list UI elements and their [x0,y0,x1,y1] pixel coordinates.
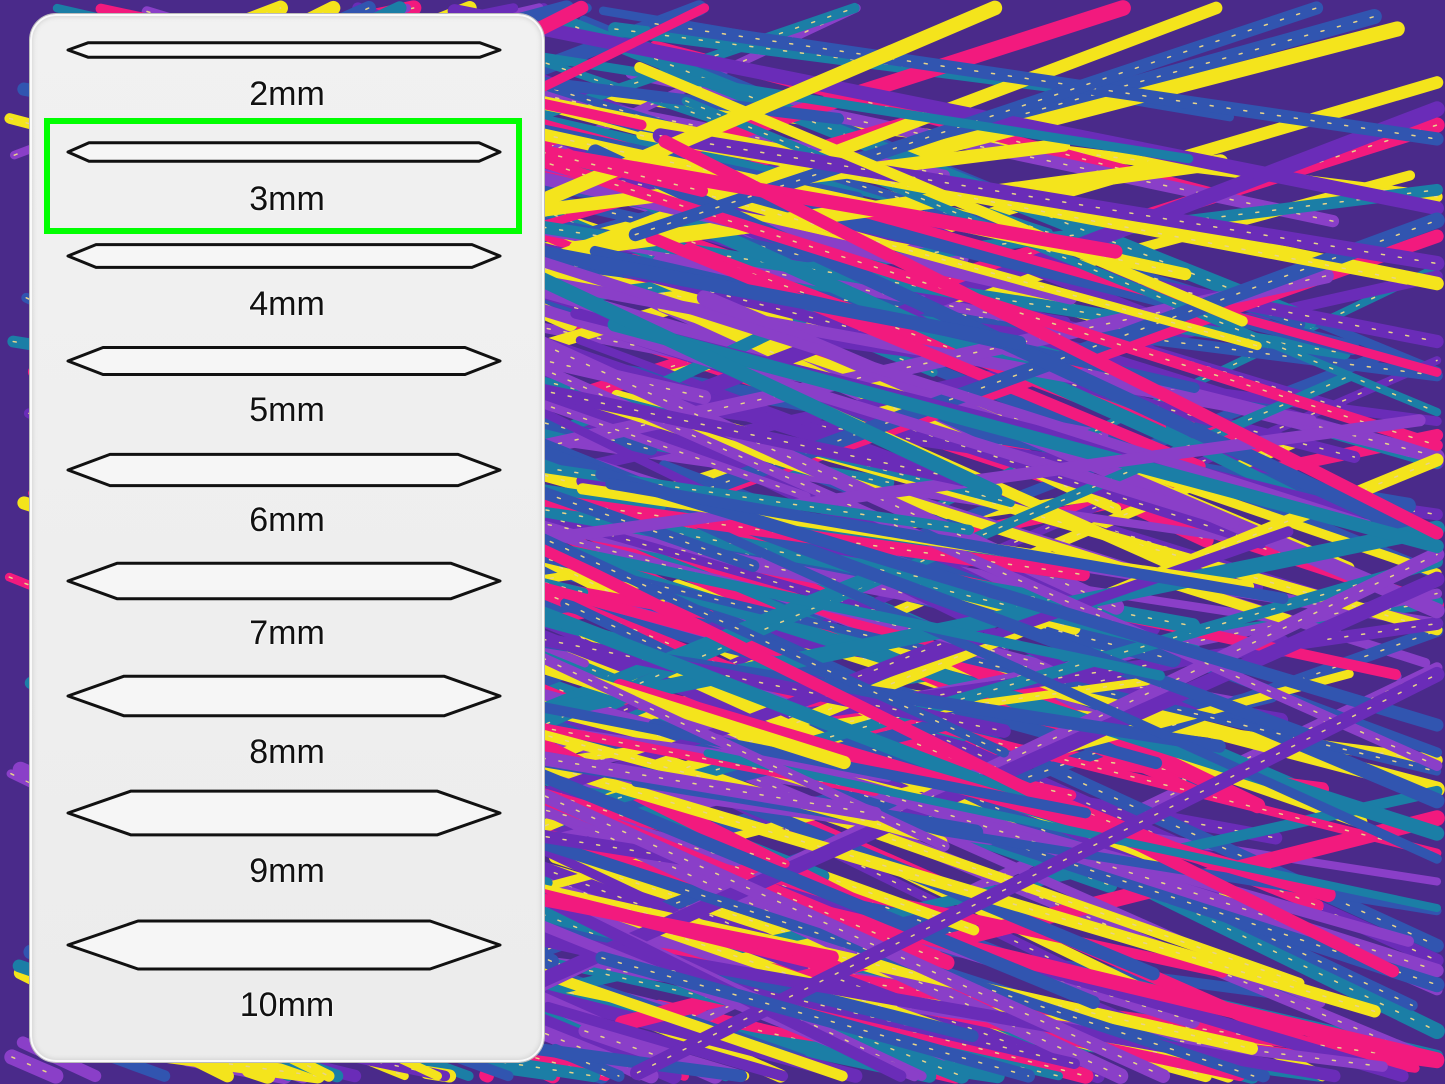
metallic-thread [646,643,1438,1032]
needle-outline-2mm [66,41,502,59]
yarn-strand [703,749,1442,913]
metallic-thread [584,1030,718,1077]
yarn-strand [607,317,1444,554]
yarn-strand [645,231,1206,473]
yarn-strand [512,547,1442,776]
needle-size-label: 10mm [239,986,335,1024]
metallic-thread [406,264,1438,607]
needle-outline-9mm [66,789,502,837]
yarn-strand [4,1049,64,1084]
yarn-strand [447,4,1444,216]
yarn-strand [453,501,1400,978]
yarn-strand [605,478,1289,604]
metallic-thread [554,1048,620,1077]
metallic-thread [685,664,1438,854]
metallic-thread [165,1010,595,1077]
needle-outline-6mm [66,452,502,488]
metallic-thread [685,100,1438,413]
yarn-strand [542,1001,789,1082]
metallic-thread [520,358,1438,767]
yarn-strand [482,235,1027,351]
yarn-strand [664,505,1442,864]
metallic-thread [192,275,1328,525]
needle-size-label: 8mm [249,733,325,771]
metallic-thread [659,134,1438,265]
yarn-strand [568,154,1229,257]
yarn-strand [436,728,1381,1018]
yarn-strand [538,789,1171,1083]
needle-size-label: 2mm [249,75,325,113]
needle-outline-3mm [66,141,502,163]
metallic-thread [380,468,1006,649]
metallic-thread [407,734,876,815]
selected-needle-highlight [44,118,522,234]
metallic-thread [646,733,1438,1063]
yarn-strand [658,135,1444,540]
needle-size-label: 5mm [249,391,325,429]
yarn-strand [382,106,1443,452]
needle-outline-5mm [66,346,502,376]
needle-outline-7mm [66,561,502,601]
metallic-thread [211,816,1253,1050]
metallic-thread [639,134,1408,282]
metallic-thread [408,42,1303,326]
yarn-strand [648,17,1444,146]
needle-size-label: 3mm [249,180,325,218]
metallic-thread [601,957,1030,1077]
yarn-strand [455,0,1003,242]
yarn-strand [507,294,1240,529]
needle-outline-4mm [66,243,502,269]
needle-gauge-panel [30,14,544,1062]
needle-size-label: 7mm [249,614,325,652]
yarn-strand [479,1068,494,1083]
needle-size-label: 6mm [249,501,325,539]
needle-outline-8mm [66,674,502,718]
needle-size-label: 4mm [249,285,325,323]
needle-size-label: 9mm [249,852,325,890]
metallic-thread [479,679,1152,773]
yarn-strand [595,467,1444,732]
needle-outline-10mm [66,919,502,971]
metallic-thread [164,638,975,931]
